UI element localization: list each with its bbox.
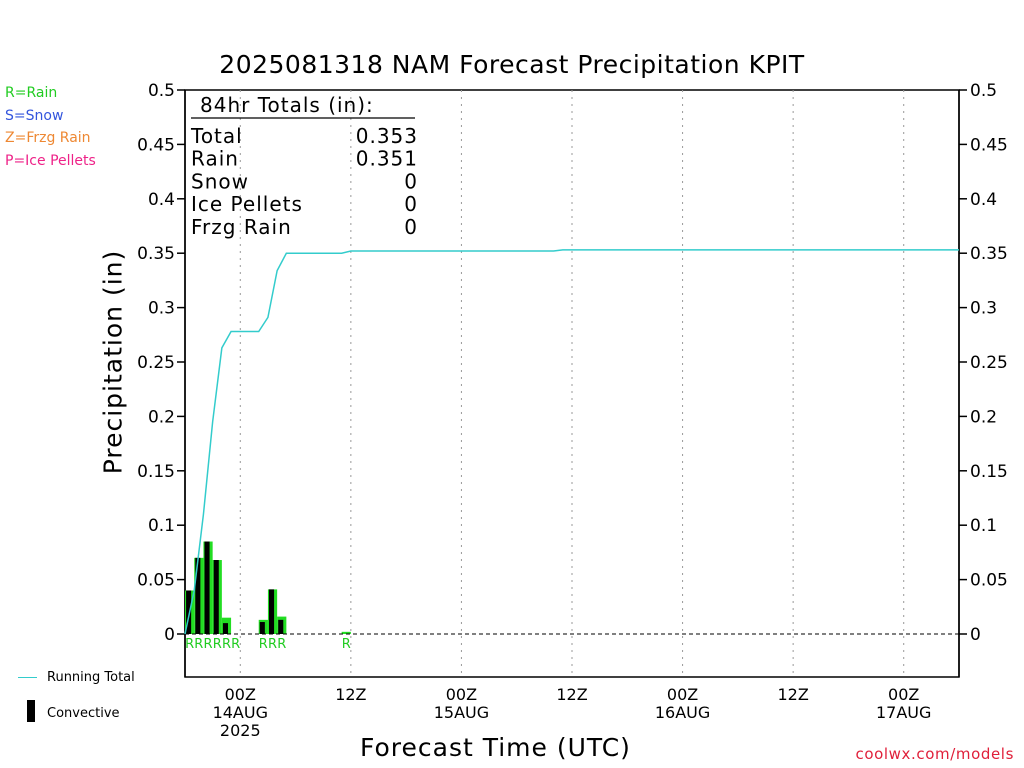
convective-key-swatch	[27, 700, 35, 722]
precip-bars	[185, 541, 351, 634]
totals-row-label: Rain	[191, 147, 239, 171]
y-tick-label-left: 0.2	[148, 407, 175, 427]
x-tick-label: 12Z	[777, 685, 808, 704]
convective-key-label: Convective	[47, 706, 120, 721]
precip-type-label: R	[185, 637, 194, 652]
precip-type-label: R	[259, 637, 268, 652]
credit-link[interactable]: coolwx.com/models	[855, 745, 1014, 763]
y-tick-label-left: 0.05	[137, 571, 175, 591]
totals-row-label: Snow	[191, 169, 249, 193]
type-legend: R=Rain S=Snow Z=Frzg Rain P=Ice Pellets	[5, 82, 96, 172]
convective-bar	[269, 589, 275, 634]
x-tick-label: 2025	[220, 721, 261, 740]
totals-row-value: 0.351	[356, 147, 418, 171]
precip-type-label: R	[194, 637, 203, 652]
x-tick-label: 14AUG	[213, 703, 268, 722]
precip-bar	[341, 631, 351, 634]
y-tick-label-left: 0	[164, 625, 175, 645]
legend-rain: R=Rain	[5, 85, 58, 101]
y-tick-label-left: 0.1	[148, 516, 175, 536]
y-tick-label-right: 0.3	[970, 299, 997, 319]
y-tick-label-right: 0.35	[970, 244, 1008, 264]
grid-lines	[239, 90, 905, 677]
convective-bar	[195, 557, 201, 634]
convective-bar	[222, 623, 228, 634]
precip-type-label: R	[222, 637, 231, 652]
x-tick-label: 00Z	[225, 685, 256, 704]
y-tick-label-right: 0.5	[970, 81, 997, 101]
y-tick-label-right: 0.4	[970, 190, 997, 210]
totals-row-value: 0	[404, 169, 418, 193]
y-tick-label-right: 0.2	[970, 407, 997, 427]
x-tick-label: 17AUG	[876, 703, 931, 722]
totals-row-value: 0	[404, 192, 418, 216]
totals-row-label: Frzg Rain	[191, 215, 292, 239]
x-axis-label: Forecast Time (UTC)	[360, 733, 631, 762]
precip-type-label: R	[231, 637, 240, 652]
y-tick-label-right: 0.15	[970, 462, 1008, 482]
x-tick-label: 15AUG	[434, 703, 489, 722]
y-tick-label-left: 0.45	[137, 135, 175, 155]
x-tick-label: 00Z	[446, 685, 477, 704]
totals-row-label: Ice Pellets	[191, 192, 303, 216]
convective-bar	[204, 541, 210, 634]
y-ticks: 0 00.05 0.050.1 0.10.15 0.150.2 0.20.25 0.250.…	[137, 81, 1008, 645]
convective-bar	[278, 619, 284, 634]
legend-frzg-rain: Z=Frzg Rain	[5, 130, 91, 147]
y-tick-label-left: 0.35	[137, 244, 175, 264]
precip-type-label: R	[213, 637, 222, 652]
x-tick-label: 12Z	[556, 685, 587, 704]
precip-type-label: R	[342, 637, 351, 652]
legend-snow: S=Snow	[5, 107, 64, 124]
convective-bar	[213, 560, 219, 634]
y-tick-label-right: 0.1	[970, 516, 997, 536]
y-tick-label-left: 0.25	[137, 353, 175, 373]
totals-box: 84hr Totals (in): Total 0.353 Rain 0.351 Snow…	[190, 93, 418, 239]
running-total-line	[184, 249, 959, 635]
legend-ice-pellets: P=Ice Pellets	[5, 152, 96, 169]
y-tick-label-right: 0.25	[970, 353, 1008, 373]
running-total-key-label: Running Total	[47, 670, 135, 685]
x-tick-label: 16AUG	[655, 703, 710, 722]
precip-type-label: R	[277, 637, 286, 652]
y-tick-label-left: 0.5	[148, 81, 175, 101]
totals-row-label: Total	[190, 124, 243, 148]
y-axis-label: Precipitation (in)	[98, 249, 128, 475]
totals-row-value: 0	[404, 215, 418, 239]
x-tick-label: 00Z	[667, 685, 698, 704]
y-tick-label-right: 0.05	[970, 571, 1008, 591]
convective-bar	[259, 622, 265, 634]
x-tick-label: 12Z	[335, 685, 366, 704]
precip-type-label: R	[268, 637, 277, 652]
chart-title: 2025081318 NAM Forecast Precipitation KP…	[219, 50, 805, 79]
totals-row-value: 0.353	[356, 124, 418, 148]
precip-type-label: R	[204, 637, 213, 652]
y-tick-label-left: 0.15	[137, 462, 175, 482]
running-total-key-swatch	[18, 677, 37, 678]
y-tick-label-left: 0.3	[148, 299, 175, 319]
y-tick-label-left: 0.4	[148, 190, 175, 210]
totals-heading: 84hr Totals (in):	[200, 93, 374, 117]
y-tick-label-right: 0.45	[970, 135, 1008, 155]
y-tick-label-right: 0	[970, 625, 981, 645]
convective-bar	[186, 590, 192, 634]
x-tick-label: 00Z	[888, 685, 919, 704]
